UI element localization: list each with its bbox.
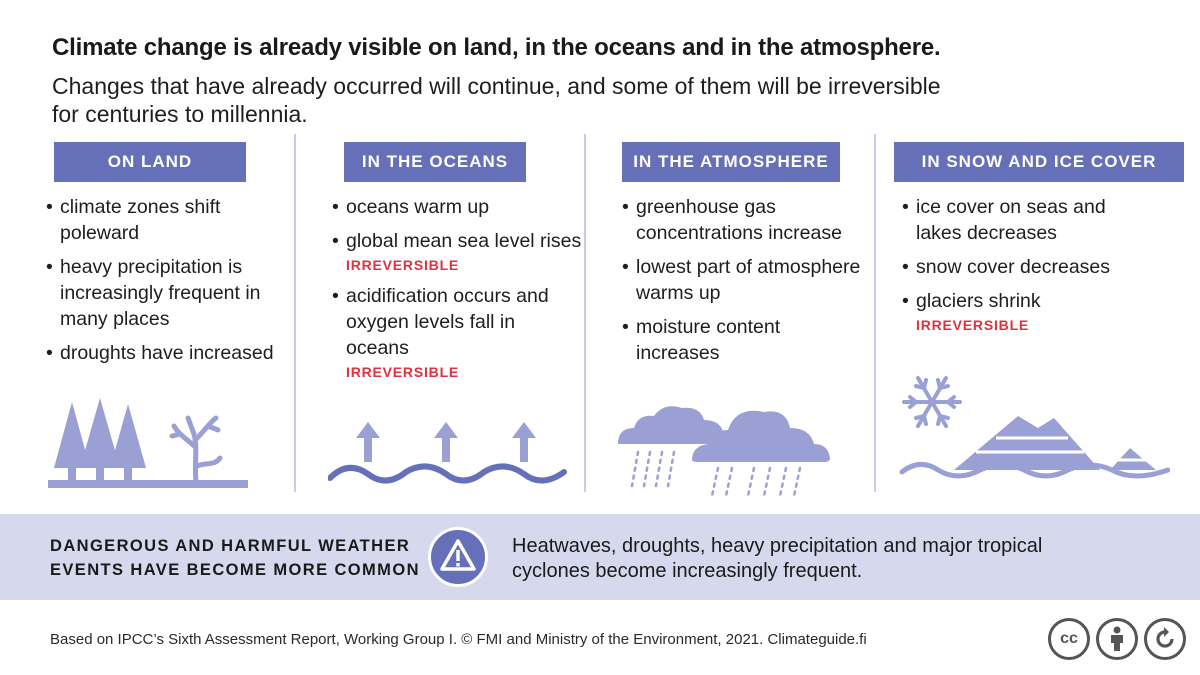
band-description: Heatwaves, droughts, heavy precipitation…	[512, 535, 1043, 582]
column-list: climate zones shift poleward heavy preci…	[46, 194, 296, 374]
column-heading: IN SNOW AND ICE COVER	[894, 142, 1184, 182]
column-in-snow-and-ice-cover: IN SNOW AND ICE COVER ice cover on seas …	[894, 142, 1184, 494]
band-heading: DANGEROUS AND HARMFUL WEATHER EVENTS HAV…	[50, 537, 420, 579]
rising-waves-icon	[328, 422, 567, 484]
trees-and-dry-tree-icon	[48, 398, 248, 488]
list-item: climate zones shift poleward	[46, 194, 296, 246]
list-item: ice cover on seas and lakes decreases	[902, 194, 1152, 246]
column-list: greenhouse gas concentrations increase l…	[622, 194, 862, 374]
footer-credit: Based on IPCC’s Sixth Assessment Report,…	[50, 631, 867, 648]
attribution-icon	[1096, 618, 1138, 660]
share-alike-icon	[1144, 618, 1186, 660]
person-icon	[1111, 626, 1123, 651]
rain-clouds-icon	[618, 406, 830, 496]
column-on-land: ON LAND climate zones shift poleward hea…	[46, 142, 296, 494]
column-in-the-atmosphere: IN THE ATMOSPHERE greenhouse gas concent…	[622, 142, 872, 494]
column-heading: IN THE ATMOSPHERE	[622, 142, 840, 182]
irreversible-badge: IRREVERSIBLE	[916, 317, 1030, 333]
list-item: heavy precipitation is increasingly freq…	[46, 254, 296, 332]
irreversible-badge: IRREVERSIBLE	[346, 364, 460, 380]
list-item: lowest part of atmosphere warms up	[622, 254, 862, 306]
column-list: ice cover on seas and lakes decreases sn…	[902, 194, 1152, 343]
column-divider	[294, 134, 296, 492]
snowflake-and-glaciers-icon	[899, 376, 1170, 479]
cc-icon: cc	[1048, 618, 1090, 660]
column-divider	[584, 134, 586, 492]
column-divider	[874, 134, 876, 492]
list-item: greenhouse gas concentrations increase	[622, 194, 862, 246]
list-item: oceans warm up	[332, 194, 582, 220]
column-heading: ON LAND	[54, 142, 246, 182]
warning-band: DANGEROUS AND HARMFUL WEATHER EVENTS HAV…	[0, 514, 1200, 600]
column-list: oceans warm up global mean sea level ris…	[332, 194, 582, 390]
list-item: moisture content increases	[622, 314, 862, 366]
warning-icon	[428, 527, 488, 587]
list-item: acidification occurs and oxygen levels f…	[332, 283, 582, 382]
page-title: Climate change is already visible on lan…	[52, 34, 941, 61]
share-alike-arrow-icon	[1156, 627, 1174, 648]
list-item: snow cover decreases	[902, 254, 1152, 280]
column-heading: IN THE OCEANS	[344, 142, 526, 182]
subtitle-line: Changes that have already occurred will …	[52, 73, 941, 99]
subtitle-line: for centuries to millennia.	[52, 101, 308, 127]
irreversible-badge: IRREVERSIBLE	[346, 257, 460, 273]
list-item: droughts have increased	[46, 340, 296, 366]
warning-triangle-icon	[440, 539, 476, 571]
page-subtitle: Changes that have already occurred will …	[52, 72, 1032, 128]
column-in-the-oceans: IN THE OCEANS oceans warm up global mean…	[332, 142, 582, 494]
